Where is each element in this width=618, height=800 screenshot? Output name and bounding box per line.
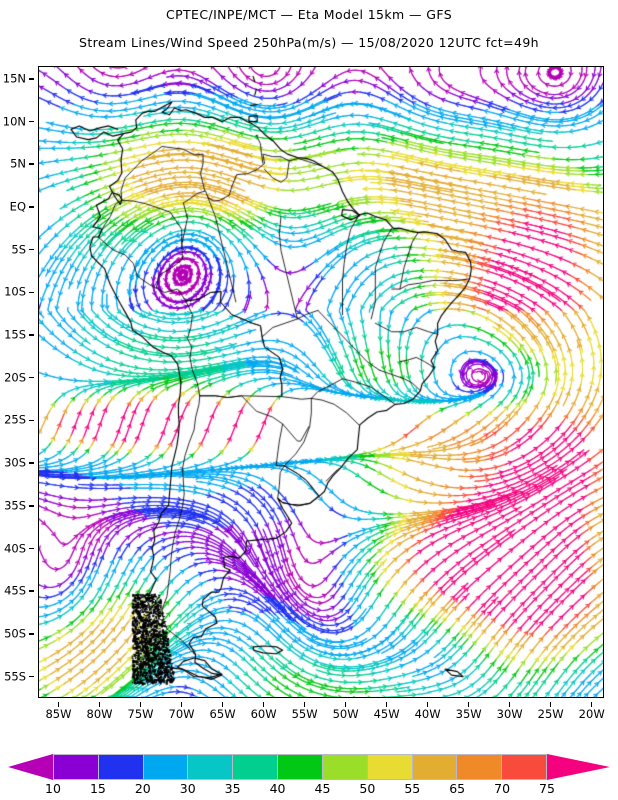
y-axis-tick-label: 30S (4, 457, 26, 469)
y-axis-tick (29, 548, 34, 550)
y-axis-tick (29, 505, 34, 507)
colorbar-band (456, 754, 501, 780)
colorbar-band (412, 754, 457, 780)
y-axis-tick-label: 15N (3, 73, 26, 85)
x-axis-tick-label: 65W (210, 709, 236, 721)
x-axis-tick (345, 702, 347, 707)
colorbar-tick-label: 70 (494, 781, 510, 796)
map-plot-area[interactable] (38, 66, 604, 698)
x-axis-tick-label: 20W (579, 709, 605, 721)
x-axis-tick (181, 702, 183, 707)
x-axis-tick-label: 55W (292, 709, 318, 721)
colorbar-band (98, 754, 143, 780)
y-axis-tick (29, 121, 34, 123)
x-axis-tick-label: 75W (128, 709, 154, 721)
x-axis-tick (304, 702, 306, 707)
y-axis-tick-label: 5S (11, 244, 26, 256)
colorbar-tick-label: 30 (180, 781, 196, 796)
y-axis-tick-label: 15S (4, 329, 26, 341)
x-axis-tick (427, 702, 429, 707)
colorbar-tick-label: 10 (45, 781, 61, 796)
y-axis-tick-label: 5N (10, 158, 26, 170)
y-axis-tick (29, 590, 34, 592)
colorbar-under-arrow-icon (8, 754, 53, 780)
x-axis-tick-label: 45W (374, 709, 400, 721)
plot-frame (38, 66, 604, 698)
y-axis-tick (29, 163, 34, 165)
x-axis-tick-label: 40W (415, 709, 441, 721)
y-axis-tick (29, 377, 34, 379)
y-axis-tick (29, 420, 34, 422)
x-axis-tick-label: 30W (497, 709, 523, 721)
colorbar-tick-label: 45 (315, 781, 331, 796)
colorbar-band (143, 754, 188, 780)
y-axis-tick-label: 45S (4, 585, 26, 597)
y-axis-tick-label: 35S (4, 500, 26, 512)
x-axis-tick (263, 702, 265, 707)
x-axis-tick-label: 35W (456, 709, 482, 721)
wind-speed-colorbar: 10 15 20 30 35 40 45 50 55 65 70 75 (0, 748, 618, 800)
y-axis-tick-label: 10N (3, 116, 26, 128)
y-axis-tick (29, 249, 34, 251)
y-axis: 15N 10N 5N EQ 5S 10S 15S 20S 25S 30S 35S 40S 45S 50S 5… (0, 66, 34, 698)
x-axis-tick (509, 702, 511, 707)
colorbar-tick-label: 15 (90, 781, 106, 796)
y-axis-tick (29, 462, 34, 464)
y-axis-tick (29, 334, 34, 336)
x-axis-tick (468, 702, 470, 707)
x-axis-tick-label: 60W (251, 709, 277, 721)
colorbar-tick-label: 75 (539, 781, 555, 796)
colorbar-over-arrow-icon (547, 754, 610, 780)
y-axis-tick (29, 676, 34, 678)
x-axis-tick-label: 50W (333, 709, 359, 721)
title-line-1: CPTEC/INPE/MCT — Eta Model 15km — GFS (0, 7, 618, 22)
colorbar-band (277, 754, 322, 780)
y-axis-tick-label: EQ (10, 201, 26, 213)
x-axis-tick (99, 702, 101, 707)
colorbar-tick-label: 50 (359, 781, 375, 796)
y-axis-tick-label: 40S (4, 543, 26, 555)
x-axis-tick-label: 80W (87, 709, 113, 721)
colorbar-band (367, 754, 412, 780)
y-axis-tick-label: 55S (4, 671, 26, 683)
y-axis-tick (29, 292, 34, 294)
y-axis-tick-label: 20S (4, 372, 26, 384)
x-axis-tick-label: 25W (538, 709, 564, 721)
y-axis-tick (29, 78, 34, 80)
y-axis-tick-label: 50S (4, 628, 26, 640)
y-axis-tick (29, 633, 34, 635)
colorbar-band (501, 754, 547, 780)
x-axis-tick (222, 702, 224, 707)
colorbar-tick-labels: 10 15 20 30 35 40 45 50 55 65 70 75 (0, 781, 618, 799)
x-axis-tick-label: 85W (45, 709, 71, 721)
colorbar-band (232, 754, 277, 780)
x-axis-tick (58, 702, 60, 707)
x-axis-tick (386, 702, 388, 707)
colorbar-tick-label: 40 (270, 781, 286, 796)
colorbar-band (322, 754, 367, 780)
x-axis-tick (550, 702, 552, 707)
title-line-2: Stream Lines/Wind Speed 250hPa(m/s) — 15… (0, 35, 618, 50)
chart-title-block: CPTEC/INPE/MCT — Eta Model 15km — GFS St… (0, 0, 618, 50)
colorbar-tick-label: 20 (135, 781, 151, 796)
x-axis-tick-label: 70W (169, 709, 195, 721)
x-axis-tick (140, 702, 142, 707)
x-axis: 85W 80W 75W 70W 65W 60W 55W 50W 45W 40W 35W 30W 25W 2… (38, 702, 604, 720)
y-axis-tick-label: 25S (4, 415, 26, 427)
colorbar-band (53, 754, 98, 780)
colorbar-tick-label: 65 (449, 781, 465, 796)
colorbar-tick-label: 35 (225, 781, 241, 796)
colorbar-band (187, 754, 232, 780)
y-axis-tick-label: 10S (4, 287, 26, 299)
colorbar-tick-label: 55 (404, 781, 420, 796)
colorbar-bands (53, 754, 547, 780)
y-axis-tick (29, 206, 34, 208)
streamline-wind-speed-map (39, 67, 604, 698)
x-axis-tick (591, 702, 593, 707)
